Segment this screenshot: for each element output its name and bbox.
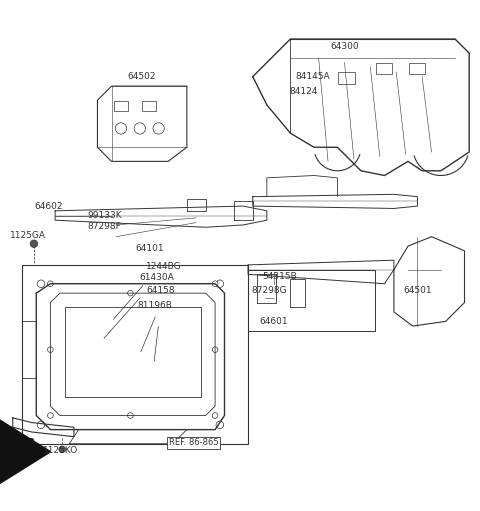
Text: 54315B: 54315B [262,272,297,282]
Circle shape [128,413,133,419]
Circle shape [37,280,45,288]
Text: 84124: 84124 [289,86,318,96]
Circle shape [128,290,133,296]
Circle shape [37,421,45,429]
Circle shape [30,240,38,247]
Bar [114,101,128,110]
Text: 87298F: 87298F [87,222,121,231]
Circle shape [48,413,53,419]
Bar [409,62,425,74]
Circle shape [212,347,218,353]
Circle shape [212,413,218,419]
Text: 64501: 64501 [403,287,432,295]
Text: 64601: 64601 [260,317,288,326]
Text: 81196B: 81196B [137,300,172,310]
Bar [142,101,156,110]
Text: 87298G: 87298G [252,287,288,295]
Bar [248,270,375,331]
Text: REF. 86-865: REF. 86-865 [169,438,219,448]
Circle shape [59,446,65,453]
Text: 84145A: 84145A [295,73,330,81]
Circle shape [216,421,224,429]
Circle shape [48,347,53,353]
Bar [22,265,248,444]
Text: 64101: 64101 [135,244,164,253]
Bar [64,307,201,397]
Text: 64502: 64502 [128,73,156,81]
Text: 1125GA: 1125GA [11,231,47,241]
Text: 1244BG: 1244BG [145,262,181,270]
Text: 99133K: 99133K [87,211,122,220]
Text: 61430A: 61430A [140,273,175,282]
Text: FR.: FR. [20,438,39,449]
Circle shape [48,281,53,287]
Text: 64602: 64602 [34,202,62,211]
Text: 1125KO: 1125KO [43,447,78,455]
Text: 64158: 64158 [147,287,176,295]
Bar [338,72,355,84]
Circle shape [212,281,218,287]
Circle shape [216,280,224,288]
Bar [376,62,393,74]
Text: 64300: 64300 [330,42,359,51]
